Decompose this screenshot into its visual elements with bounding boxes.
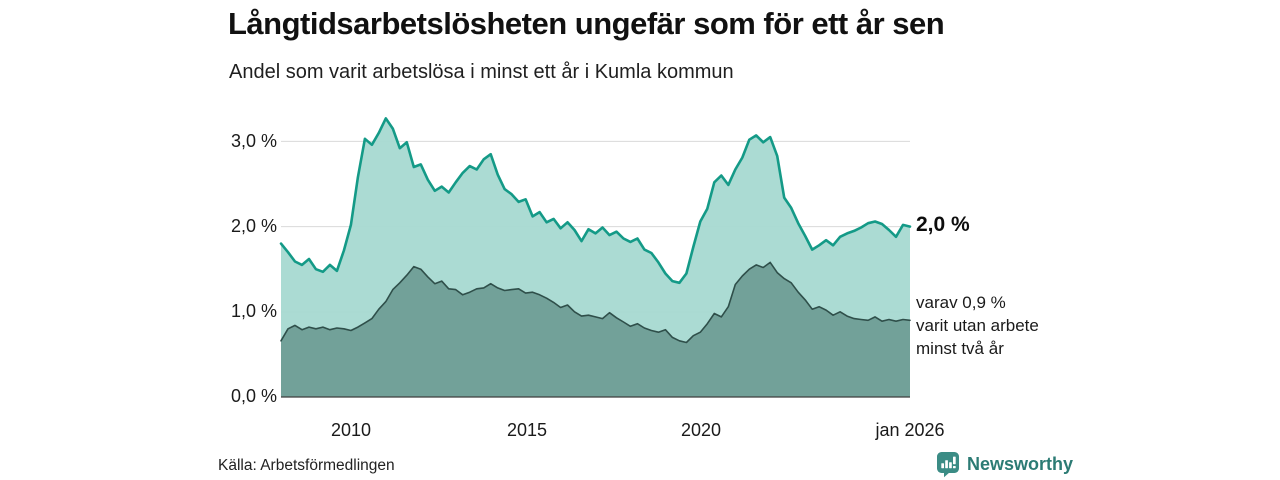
y-tick-label-3: 3,0 % <box>230 131 277 151</box>
newsworthy-chart-bubble-icon <box>936 451 960 478</box>
series-end-label-total: 2,0 % <box>916 213 970 236</box>
newsworthy-wordmark: Newsworthy <box>967 454 1074 474</box>
x-tick-label-2015: 2015 <box>506 420 548 440</box>
newsworthy-logo[interactable]: Newsworthy <box>936 451 1073 478</box>
x-tick-label-2020: 2020 <box>680 420 722 440</box>
x-tick-label-jan-2026: jan 2026 <box>875 420 945 440</box>
y-tick-label-1: 1,0 % <box>230 301 277 321</box>
series-end-label-two-year: varav 0,9 % varit utan arbete minst två … <box>916 293 1039 358</box>
page-subtitle: Andel som varit arbetslösa i minst ett å… <box>229 61 734 83</box>
y-tick-label-0: 0,0 % <box>230 386 277 406</box>
y-tick-label-2: 2,0 % <box>230 216 277 236</box>
x-tick-label-2010: 2010 <box>330 420 372 440</box>
page-title: Långtidsarbetslösheten ungefär som för e… <box>228 6 945 41</box>
source-attribution: Källa: Arbetsförmedlingen <box>218 457 395 474</box>
